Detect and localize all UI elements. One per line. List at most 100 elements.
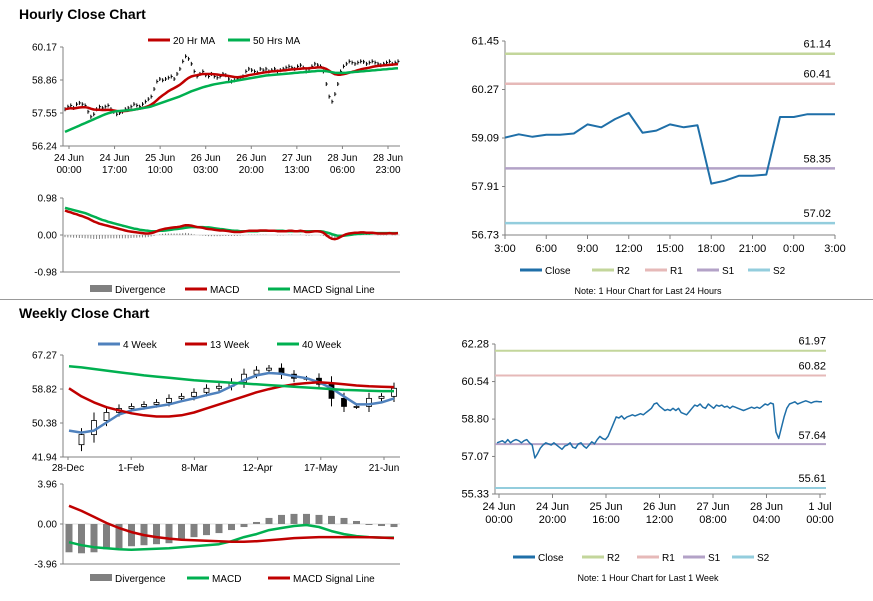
hourly-legend-20hr-ma-label: 20 Hr MA (173, 36, 216, 47)
weekly-candle-body (353, 406, 360, 408)
weekly-candle-body (128, 406, 135, 409)
hourly-levels-ytick-label: 61.45 (471, 36, 499, 48)
hourly-price-xtick-label: 25 Jun (145, 153, 175, 164)
weekly-price-xtick-label: 21-Jun (369, 463, 400, 474)
weekly-macd-signal-line (68, 504, 395, 543)
hourly-price-ytick-label: 56.24 (32, 142, 57, 153)
hourly-levels-legend-s1-label: S1 (722, 266, 735, 277)
weekly-divergence-bar (203, 524, 210, 536)
weekly-divergence-bar (128, 524, 135, 547)
hourly-level-r1-label: 60.41 (803, 69, 831, 81)
weekly-price-xtick-label: 12-Apr (243, 463, 274, 474)
weekly-levels-legend-r1-label: R1 (662, 553, 675, 564)
weekly-divergence-bar (365, 524, 373, 525)
weekly-divergence-bar (340, 517, 348, 524)
hourly-50hr-ma-line (64, 66, 399, 134)
weekly-candle-body (266, 367, 272, 371)
hourly-price-xtick-label: 27 Jun (282, 153, 312, 164)
weekly-legend-macd-signal-label: MACD Signal Line (293, 574, 375, 585)
hourly-price-xtick-label: 00:00 (56, 165, 81, 176)
weekly-divergence-bar (178, 524, 185, 541)
weekly-levels-xtick-label: 12:00 (646, 514, 674, 526)
weekly-legend-40-week-label: 40 Week (302, 340, 342, 351)
weekly-price-ytick-label: 58.82 (32, 385, 57, 396)
hourly-levels-ytick-label: 57.91 (471, 181, 499, 193)
weekly-level-s1-label: 57.64 (798, 430, 826, 442)
hourly-price-xtick-label: 24 Jun (54, 153, 84, 164)
weekly-legend-13-week-label: 13 Week (210, 340, 250, 351)
hourly-levels-ytick-label: 60.27 (471, 84, 499, 96)
hourly-price-xtick-label: 03:00 (193, 165, 218, 176)
weekly-divergence-bar (378, 524, 385, 527)
weekly-legend-macd-label: MACD (212, 574, 241, 585)
weekly-divergence-bar (315, 514, 323, 524)
weekly-candle-body (141, 404, 147, 407)
weekly-divergence-bar (328, 515, 335, 524)
hourly-20hr-ma-line (64, 62, 399, 113)
hourly-price-xtick-label: 26 Jun (236, 153, 266, 164)
hourly-legend-divergence-swatch (90, 285, 112, 292)
weekly-levels-legend-r2-label: R2 (607, 553, 620, 564)
weekly-divergence-bar (215, 524, 223, 534)
weekly-divergence-bar (253, 521, 260, 524)
weekly-price-ytick-label: 41.94 (32, 453, 57, 464)
weekly-candle-body (341, 397, 347, 407)
weekly-levels-xtick-label: 08:00 (699, 514, 727, 526)
weekly-candle-body (153, 401, 160, 405)
hourly-legend-divergence-label: Divergence (115, 285, 166, 296)
hourly-section-title: Hourly Close Chart (19, 6, 146, 22)
weekly-price-xtick-label: 28-Dec (52, 463, 84, 474)
weekly-divergence-bar (153, 524, 160, 545)
weekly-divergence-bar (265, 517, 273, 524)
weekly-level-s2-label: 55.61 (798, 473, 826, 485)
hourly-price-xtick-label: 26 Jun (191, 153, 221, 164)
hourly-legend-macd-label: MACD (210, 285, 239, 296)
hourly-price-xtick-label: 17:00 (102, 165, 127, 176)
hourly-level-s2-label: 57.02 (803, 208, 831, 220)
hourly-levels-ytick-label: 56.73 (471, 230, 499, 242)
hourly-level-r2-label: 61.14 (803, 39, 831, 51)
weekly-divergence-bar (165, 524, 173, 544)
weekly-divergence-bar (353, 520, 360, 524)
weekly-levels-xtick-label: 25 Jun (589, 501, 622, 513)
weekly-levels-xtick-label: 20:00 (539, 514, 567, 526)
hourly-levels-ytick-label: 59.09 (471, 133, 499, 145)
weekly-level-r1-label: 60.82 (798, 361, 826, 373)
weekly-divergence-bar (278, 514, 285, 524)
weekly-divergence-bar (303, 513, 310, 524)
weekly-divergence-bar (228, 524, 235, 531)
weekly-price-xtick-label: 17-May (304, 463, 337, 474)
hourly-levels-xtick-label: 0:00 (783, 243, 804, 255)
hourly-price-xtick-label: 20:00 (239, 165, 264, 176)
hourly-macd-ytick-label: -0.98 (34, 268, 57, 279)
weekly-price-ytick-label: 67.27 (32, 351, 57, 362)
hourly-level-s1-label: 58.35 (803, 153, 831, 165)
weekly-price-ytick-label: 50.38 (32, 419, 57, 430)
weekly-levels-ytick-label: 58.80 (461, 414, 489, 426)
weekly-divergence-bar (90, 524, 98, 553)
hourly-macd-line (64, 209, 399, 241)
weekly-40-week-line (68, 364, 394, 393)
hourly-price-xtick-label: 24 Jun (100, 153, 130, 164)
hourly-price-xtick-label: 06:00 (330, 165, 355, 176)
weekly-level-r2-label: 61.97 (798, 336, 826, 348)
hourly-levels-xtick-label: 15:00 (656, 243, 684, 255)
hourly-levels-xtick-label: 12:00 (615, 243, 643, 255)
weekly-divergence-bar (78, 524, 85, 554)
hourly-levels-xtick-label: 3:00 (824, 243, 845, 255)
weekly-levels-xtick-label: 27 Jun (696, 501, 729, 513)
hourly-macd-ytick-label: 0.98 (38, 194, 58, 205)
hourly-legend-50hr-ma-label: 50 Hrs MA (253, 36, 301, 47)
weekly-divergence-bar (103, 524, 110, 550)
hourly-levels-xtick-label: 21:00 (739, 243, 767, 255)
weekly-divergence-bar (290, 513, 298, 524)
weekly-levels-xtick-label: 24 Jun (536, 501, 569, 513)
hourly-price-xtick-label: 13:00 (284, 165, 309, 176)
weekly-levels-legend-close-label: Close (538, 553, 564, 564)
weekly-candle-body (378, 395, 385, 399)
hourly-price-ytick-label: 60.17 (32, 43, 57, 54)
weekly-candle-body (203, 387, 210, 393)
hourly-levels-legend-r1-label: R1 (670, 266, 683, 277)
weekly-levels-ytick-label: 55.33 (461, 489, 489, 501)
